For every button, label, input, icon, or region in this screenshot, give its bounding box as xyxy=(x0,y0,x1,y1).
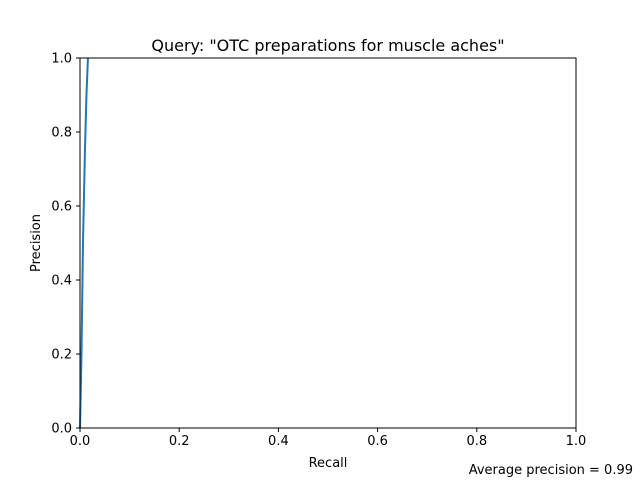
y-tick-label: 1.0 xyxy=(51,52,72,67)
x-tick-label: 0.4 xyxy=(268,434,289,449)
y-axis-ticks: 0.0 0.2 0.4 0.6 0.8 1.0 xyxy=(51,52,80,437)
average-precision-annotation: Average precision = 0.99 xyxy=(469,463,633,478)
y-tick-label: 0.0 xyxy=(51,422,72,437)
y-tick-label: 0.6 xyxy=(51,200,72,215)
x-tick-label: 0.2 xyxy=(169,434,190,449)
plot-area xyxy=(79,57,577,429)
x-tick-label: 0.0 xyxy=(70,434,91,449)
x-axis-ticks: 0.0 0.2 0.4 0.6 0.8 1.0 xyxy=(70,428,587,449)
precision-recall-line xyxy=(79,57,89,429)
plot-frame xyxy=(79,57,577,429)
x-tick-label: 0.8 xyxy=(466,434,487,449)
series-layer xyxy=(79,57,89,429)
chart-title: Query: "OTC preparations for muscle ache… xyxy=(151,36,504,55)
y-tick-label: 0.4 xyxy=(51,274,72,289)
x-axis-label: Recall xyxy=(309,456,348,471)
x-tick-label: 0.6 xyxy=(367,434,388,449)
y-tick-label: 0.8 xyxy=(51,126,72,141)
x-tick-label: 1.0 xyxy=(566,434,587,449)
y-axis-label: Precision xyxy=(29,214,44,272)
y-tick-label: 0.2 xyxy=(51,348,72,363)
